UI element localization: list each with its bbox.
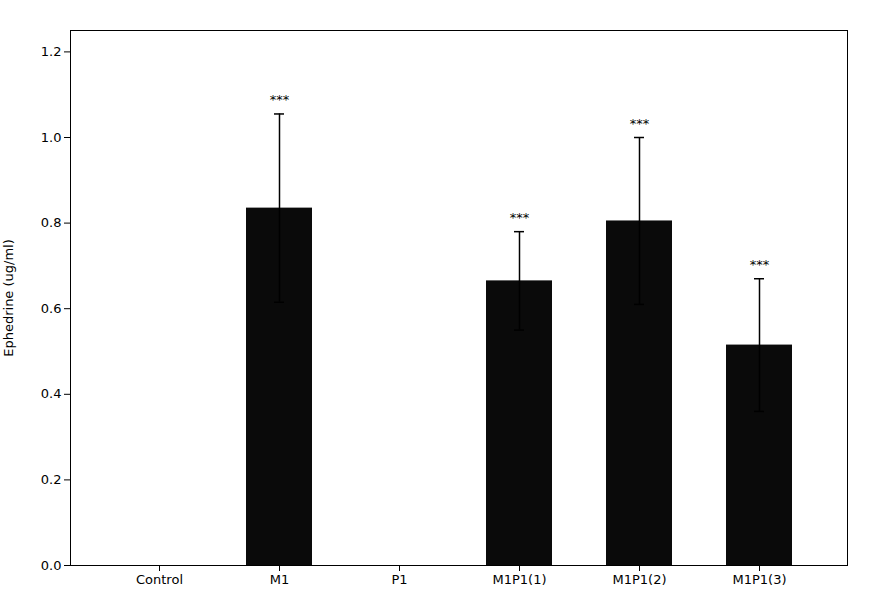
svg-text:M1P1(3): M1P1(3)	[732, 572, 786, 587]
svg-text:M1P1(1): M1P1(1)	[492, 572, 546, 587]
svg-text:M1: M1	[270, 572, 290, 587]
svg-text:***: ***	[750, 257, 770, 272]
svg-text:***: ***	[510, 210, 530, 225]
svg-text:P1: P1	[391, 572, 407, 587]
svg-text:Control: Control	[136, 572, 183, 587]
svg-text:***: ***	[270, 92, 290, 107]
svg-text:1.2: 1.2	[41, 44, 62, 59]
svg-text:0.4: 0.4	[41, 386, 62, 401]
svg-text:M1P1(2): M1P1(2)	[612, 572, 666, 587]
svg-text:0.2: 0.2	[41, 472, 62, 487]
svg-text:1.0: 1.0	[41, 130, 62, 145]
svg-text:***: ***	[630, 116, 650, 131]
svg-text:0.0: 0.0	[41, 558, 62, 573]
svg-text:0.8: 0.8	[41, 215, 62, 230]
svg-text:0.6: 0.6	[41, 301, 62, 316]
svg-text:Ephedrine (ug/ml): Ephedrine (ug/ml)	[1, 239, 16, 357]
